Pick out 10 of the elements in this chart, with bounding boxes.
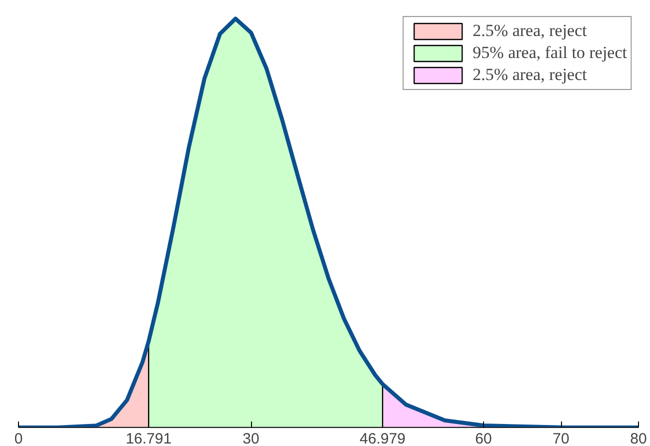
x-tick-label: 60 (475, 430, 492, 446)
x-tick-label: 30 (242, 430, 260, 446)
legend-label: 95% area, fail to reject (472, 43, 627, 63)
x-tick-label: 16.791 (126, 430, 172, 446)
x-tick-label: 80 (630, 430, 647, 446)
legend-label: 2.5% area, reject (472, 65, 587, 85)
x-tick-label: 70 (552, 430, 570, 446)
x-tick-label: 0 (14, 430, 23, 446)
legend-label: 2.5% area, reject (472, 21, 587, 41)
x-tick-label: 46.979 (360, 430, 406, 446)
